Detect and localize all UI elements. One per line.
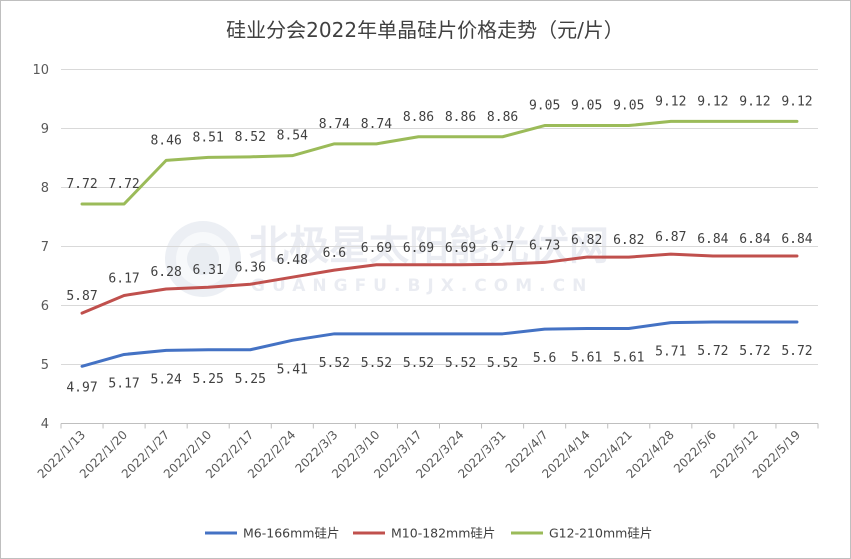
- legend-label: G12-210mm硅片: [549, 526, 652, 541]
- y-tick-label: 9: [41, 122, 49, 137]
- data-label: 5.72: [739, 344, 770, 359]
- legend-label: M6-166mm硅片: [243, 526, 339, 541]
- data-label: 5.72: [697, 344, 728, 359]
- series-line-1: [80, 320, 799, 368]
- data-label: 8.52: [235, 130, 266, 145]
- series-lines: [80, 119, 799, 368]
- watermark-logo-icon: [165, 221, 241, 297]
- data-label: 6.36: [235, 260, 266, 275]
- data-label: 5.61: [571, 351, 602, 366]
- data-label: 5.52: [319, 356, 350, 371]
- data-label: 5.24: [150, 372, 181, 387]
- data-label: 6.73: [529, 238, 560, 253]
- data-label: 5.52: [361, 356, 392, 371]
- y-tick-label: 5: [41, 358, 49, 373]
- data-label: 9.12: [655, 94, 686, 109]
- y-axis: 4 5 6 7 8 9 10: [32, 63, 49, 432]
- data-label: 6.84: [781, 232, 812, 247]
- data-label: 8.86: [445, 110, 476, 125]
- data-label: 5.61: [613, 351, 644, 366]
- legend-label: M10-182mm硅片: [391, 526, 495, 541]
- y-tick-label: 7: [41, 240, 49, 255]
- data-label: 5.52: [487, 356, 518, 371]
- data-label: 8.86: [403, 110, 434, 125]
- data-label: 6.6: [323, 246, 346, 261]
- data-label: 6.69: [361, 241, 392, 256]
- data-label: 8.74: [361, 117, 392, 132]
- data-label: 8.74: [319, 117, 350, 132]
- data-label: 6.87: [655, 230, 686, 245]
- data-label: 9.12: [781, 94, 812, 109]
- data-label: 6.82: [613, 233, 644, 248]
- data-label: 5.25: [235, 372, 266, 387]
- legend: M6-166mm硅片 M10-182mm硅片 G12-210mm硅片: [205, 526, 652, 541]
- watermark-subtext: GUANGFU.BJX.COM.CN: [251, 276, 593, 296]
- data-label: 6.69: [403, 241, 434, 256]
- data-label: 6.84: [697, 232, 728, 247]
- data-label: 5.52: [403, 356, 434, 371]
- data-label: 6.82: [571, 233, 602, 248]
- data-label: 9.05: [613, 99, 644, 114]
- data-label: 9.12: [739, 94, 770, 109]
- data-label: 4.97: [66, 380, 97, 395]
- data-label: 5.52: [445, 356, 476, 371]
- data-label: 5.41: [277, 362, 308, 377]
- data-label: 6.84: [739, 232, 770, 247]
- data-label: 8.51: [193, 130, 224, 145]
- data-label: 5.17: [108, 376, 139, 391]
- data-labels: 4.97 5.17 5.24 5.25 5.25 5.41 5.52 5.52 5.52 5.52…: [66, 94, 812, 395]
- y-tick-label: 4: [41, 417, 49, 432]
- series-line-3: [80, 119, 799, 206]
- series-line-2: [80, 252, 799, 315]
- data-label: 6.31: [193, 263, 224, 278]
- data-label: 9.05: [529, 99, 560, 114]
- data-label: 5.72: [781, 344, 812, 359]
- y-tick-label: 6: [41, 299, 49, 314]
- data-label: 5.71: [655, 345, 686, 360]
- data-label: 5.87: [66, 289, 97, 304]
- x-axis: 2022/1/132022/1/202022/1/272022/2/102022…: [35, 423, 819, 481]
- y-tick-label: 10: [32, 63, 49, 78]
- data-label: 6.48: [277, 253, 308, 268]
- data-label: 9.12: [697, 94, 728, 109]
- data-label: 6.28: [150, 265, 181, 280]
- data-label: 8.54: [277, 129, 308, 144]
- data-label: 6.69: [445, 241, 476, 256]
- data-label: 8.46: [150, 133, 181, 148]
- data-label: 5.25: [193, 372, 224, 387]
- data-label: 7.72: [108, 177, 139, 192]
- y-tick-label: 8: [41, 181, 49, 196]
- data-label: 7.72: [66, 177, 97, 192]
- data-label: 8.86: [487, 110, 518, 125]
- data-label: 6.7: [491, 240, 514, 255]
- data-label: 6.17: [108, 271, 139, 286]
- chart-title: 硅业分会2022年单晶硅片价格走势（元/片）: [226, 18, 624, 42]
- data-label: 9.05: [571, 99, 602, 114]
- data-label: 5.6: [533, 351, 556, 366]
